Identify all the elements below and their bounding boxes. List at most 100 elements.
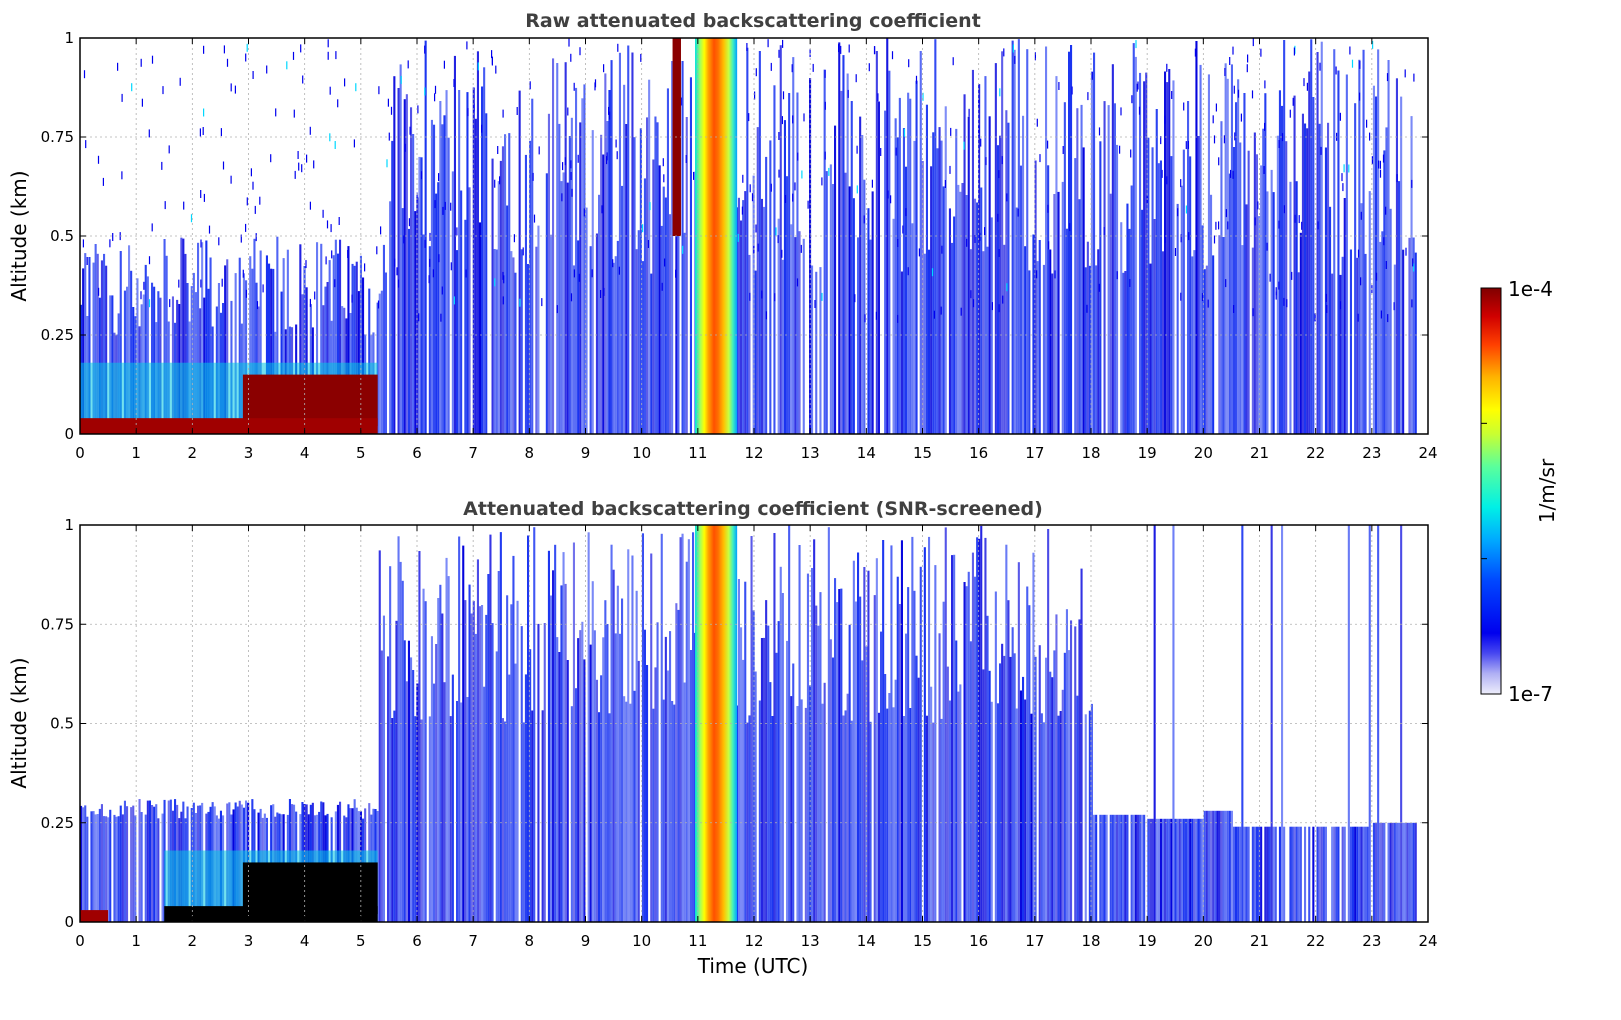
- backscatter-column: [1337, 826, 1340, 922]
- backscatter-column: [84, 805, 87, 922]
- speckle: [570, 160, 572, 169]
- speckle: [347, 250, 349, 258]
- backscatter-column: [641, 533, 644, 922]
- backscatter-column: [994, 591, 997, 922]
- speckle: [617, 43, 619, 52]
- backscatter-column: [831, 184, 834, 434]
- backscatter-column: [541, 710, 544, 922]
- backscatter-column: [1233, 147, 1236, 434]
- speckle: [162, 86, 164, 95]
- speckle: [396, 267, 398, 276]
- speckle: [1357, 313, 1359, 322]
- speckle: [335, 51, 337, 60]
- backscatter-column: [581, 621, 584, 922]
- backscatter-column: [1253, 826, 1256, 922]
- panel2-ylabel: Altitude (km): [7, 657, 31, 788]
- backscatter-column: [107, 817, 110, 922]
- speckle: [467, 108, 469, 117]
- y-tick-label: 1: [64, 29, 74, 47]
- backscatter-column: [305, 287, 308, 434]
- backscatter-column: [677, 80, 680, 434]
- backscatter-column: [506, 595, 509, 922]
- backscatter-column: [435, 193, 438, 434]
- speckle: [1058, 82, 1060, 90]
- speckle: [1264, 122, 1266, 131]
- speckle: [495, 65, 497, 74]
- speckle: [388, 132, 390, 141]
- backscatter-column: [1347, 525, 1350, 922]
- backscatter-column: [1061, 689, 1064, 922]
- speckle: [1213, 135, 1216, 144]
- backscatter-column: [460, 190, 463, 434]
- backscatter-column: [132, 805, 135, 922]
- backscatter-column: [422, 234, 425, 434]
- backscatter-column: [1260, 165, 1263, 434]
- backscatter-column: [485, 113, 488, 435]
- speckle: [978, 128, 980, 137]
- backscatter-column: [758, 700, 761, 922]
- backscatter-column: [130, 807, 133, 922]
- speckle: [387, 98, 389, 107]
- speckle: [903, 128, 906, 137]
- backscatter-column: [437, 598, 440, 922]
- backscatter-column: [976, 202, 979, 434]
- backscatter-column: [1203, 269, 1206, 434]
- speckle: [440, 313, 442, 322]
- speckle: [309, 298, 311, 307]
- backscatter-column: [190, 286, 193, 434]
- backscatter-column: [1377, 49, 1380, 435]
- speckle: [200, 190, 202, 198]
- backscatter-column: [512, 555, 515, 922]
- backscatter-column: [103, 816, 106, 922]
- backscatter-column: [443, 682, 446, 922]
- speckle: [465, 269, 467, 278]
- speckle: [329, 86, 331, 95]
- backscatter-column: [652, 159, 655, 434]
- backscatter-column: [100, 260, 103, 434]
- speckle: [1048, 241, 1050, 250]
- backscatter-column: [1145, 72, 1148, 434]
- backscatter-column: [439, 584, 442, 922]
- backscatter-column: [1182, 149, 1185, 434]
- backscatter-column: [1030, 713, 1033, 922]
- backscatter-column: [1103, 814, 1106, 922]
- backscatter-column: [453, 55, 456, 435]
- speckle: [1411, 179, 1413, 188]
- speckle: [749, 184, 751, 193]
- speckle: [615, 139, 617, 148]
- backscatter-column: [662, 699, 665, 922]
- speckle: [890, 195, 892, 204]
- backscatter-column: [1333, 826, 1336, 922]
- backscatter-column: [255, 282, 258, 434]
- backscatter-column: [564, 62, 567, 434]
- speckle: [353, 139, 355, 148]
- backscatter-column: [877, 101, 880, 434]
- x-tick-label: 16: [969, 932, 988, 950]
- backscatter-column: [1393, 822, 1396, 923]
- speckle: [1185, 141, 1187, 150]
- speckle: [327, 51, 329, 60]
- backscatter-column: [894, 118, 897, 435]
- speckle: [918, 248, 920, 257]
- backscatter-column: [1276, 135, 1279, 434]
- backscatter-column: [1028, 605, 1031, 922]
- speckle: [824, 151, 826, 160]
- backscatter-column: [840, 90, 843, 435]
- backscatter-column: [1203, 810, 1206, 922]
- backscatter-column: [1239, 826, 1242, 922]
- x-tick-label: 8: [525, 444, 535, 462]
- speckle: [1166, 63, 1168, 72]
- backscatter-column: [963, 94, 966, 435]
- speckle: [1212, 115, 1214, 124]
- speckle: [532, 172, 534, 181]
- backscatter-column: [1331, 273, 1334, 434]
- backscatter-column: [1281, 105, 1284, 435]
- backscatter-column: [575, 87, 578, 435]
- backscatter-column: [1264, 826, 1267, 922]
- speckle: [980, 138, 982, 147]
- speckle: [1233, 85, 1235, 94]
- speckle: [275, 108, 277, 117]
- backscatter-column: [648, 79, 651, 434]
- backscatter-column: [1093, 52, 1096, 434]
- speckle: [305, 260, 307, 269]
